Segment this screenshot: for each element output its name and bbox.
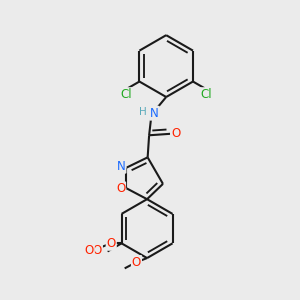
Text: O: O (85, 244, 94, 257)
Text: O: O (116, 182, 125, 195)
Text: H: H (140, 107, 147, 117)
Text: O: O (171, 127, 180, 140)
Text: N: N (117, 160, 125, 173)
Text: Cl: Cl (121, 88, 132, 101)
Text: N: N (150, 107, 159, 120)
Text: Cl: Cl (200, 88, 212, 101)
Text: O: O (93, 244, 102, 257)
Text: O: O (132, 256, 141, 269)
Text: O: O (93, 244, 102, 257)
Text: O: O (106, 237, 116, 250)
